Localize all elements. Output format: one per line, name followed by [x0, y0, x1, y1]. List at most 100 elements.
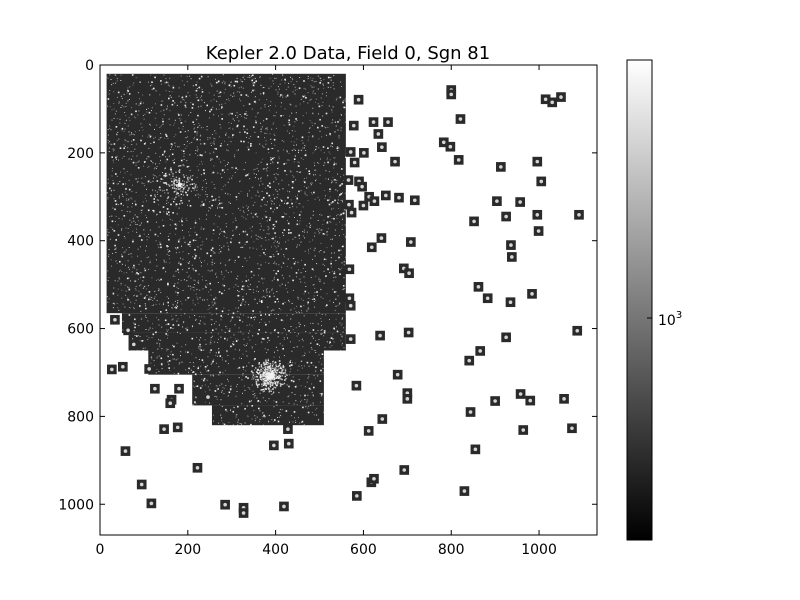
star [259, 392, 261, 394]
star [288, 299, 290, 301]
star [203, 228, 205, 230]
star [189, 285, 191, 287]
cluster-star [186, 184, 188, 187]
star [215, 199, 217, 201]
star [209, 158, 211, 160]
star [245, 241, 247, 243]
star [227, 378, 228, 380]
star [268, 414, 270, 416]
star [263, 415, 265, 417]
image-region [106, 73, 346, 314]
star [296, 305, 297, 307]
star [313, 191, 315, 194]
star [219, 384, 221, 386]
star [125, 140, 127, 142]
star [281, 266, 283, 268]
star [210, 83, 212, 85]
star [219, 124, 221, 126]
star [299, 203, 301, 205]
star [196, 288, 198, 290]
star [325, 314, 327, 316]
star [217, 388, 219, 390]
star [262, 282, 264, 284]
star [282, 262, 284, 264]
star [149, 135, 152, 138]
star [211, 270, 213, 272]
star [132, 155, 134, 157]
star [181, 224, 183, 226]
postage-stamp-star [468, 410, 473, 414]
star [324, 265, 325, 266]
cluster-star [266, 370, 269, 373]
star [152, 180, 154, 182]
star [174, 233, 176, 235]
star [318, 361, 320, 363]
star [248, 288, 250, 290]
star [125, 102, 127, 104]
star [287, 220, 288, 222]
star [162, 267, 165, 269]
star [283, 262, 285, 264]
star [303, 178, 305, 179]
star [226, 237, 228, 239]
star [320, 77, 322, 79]
star [252, 310, 254, 312]
star [156, 124, 158, 126]
star [288, 132, 290, 134]
star [272, 123, 274, 125]
star [296, 246, 298, 248]
star [306, 225, 308, 227]
star [256, 238, 258, 240]
star [270, 86, 272, 88]
cluster-star [180, 200, 182, 202]
star [138, 110, 140, 112]
star [259, 301, 261, 302]
star [237, 367, 239, 369]
star [243, 75, 245, 77]
star [107, 197, 109, 199]
star [157, 348, 159, 350]
star [148, 236, 150, 238]
star [239, 98, 241, 100]
star [109, 238, 111, 240]
star [253, 396, 255, 398]
star [241, 285, 244, 288]
cluster-star [272, 375, 275, 377]
star [298, 190, 300, 193]
star [190, 175, 192, 177]
star [180, 300, 182, 302]
star [203, 377, 206, 380]
star [228, 259, 230, 261]
star [166, 350, 168, 352]
star [113, 302, 115, 304]
star [248, 137, 250, 139]
star [307, 102, 309, 104]
star [216, 362, 218, 364]
star [215, 307, 218, 310]
star [268, 398, 270, 400]
star [279, 380, 281, 382]
star [154, 195, 156, 197]
star [327, 76, 330, 79]
star [290, 364, 292, 366]
star [199, 163, 201, 165]
star [192, 256, 194, 258]
star [109, 187, 111, 190]
star [215, 132, 217, 134]
star [254, 168, 256, 170]
star [202, 241, 204, 243]
star [128, 253, 130, 255]
star [224, 264, 226, 266]
star [167, 356, 169, 358]
star [273, 295, 275, 297]
star [303, 315, 305, 317]
star [305, 406, 307, 408]
star [147, 136, 149, 138]
star [169, 262, 171, 264]
postage-stamp-star [241, 511, 246, 515]
star [325, 112, 328, 115]
star [131, 198, 133, 200]
star [205, 368, 206, 370]
cluster-star [271, 367, 273, 369]
star [227, 338, 229, 340]
